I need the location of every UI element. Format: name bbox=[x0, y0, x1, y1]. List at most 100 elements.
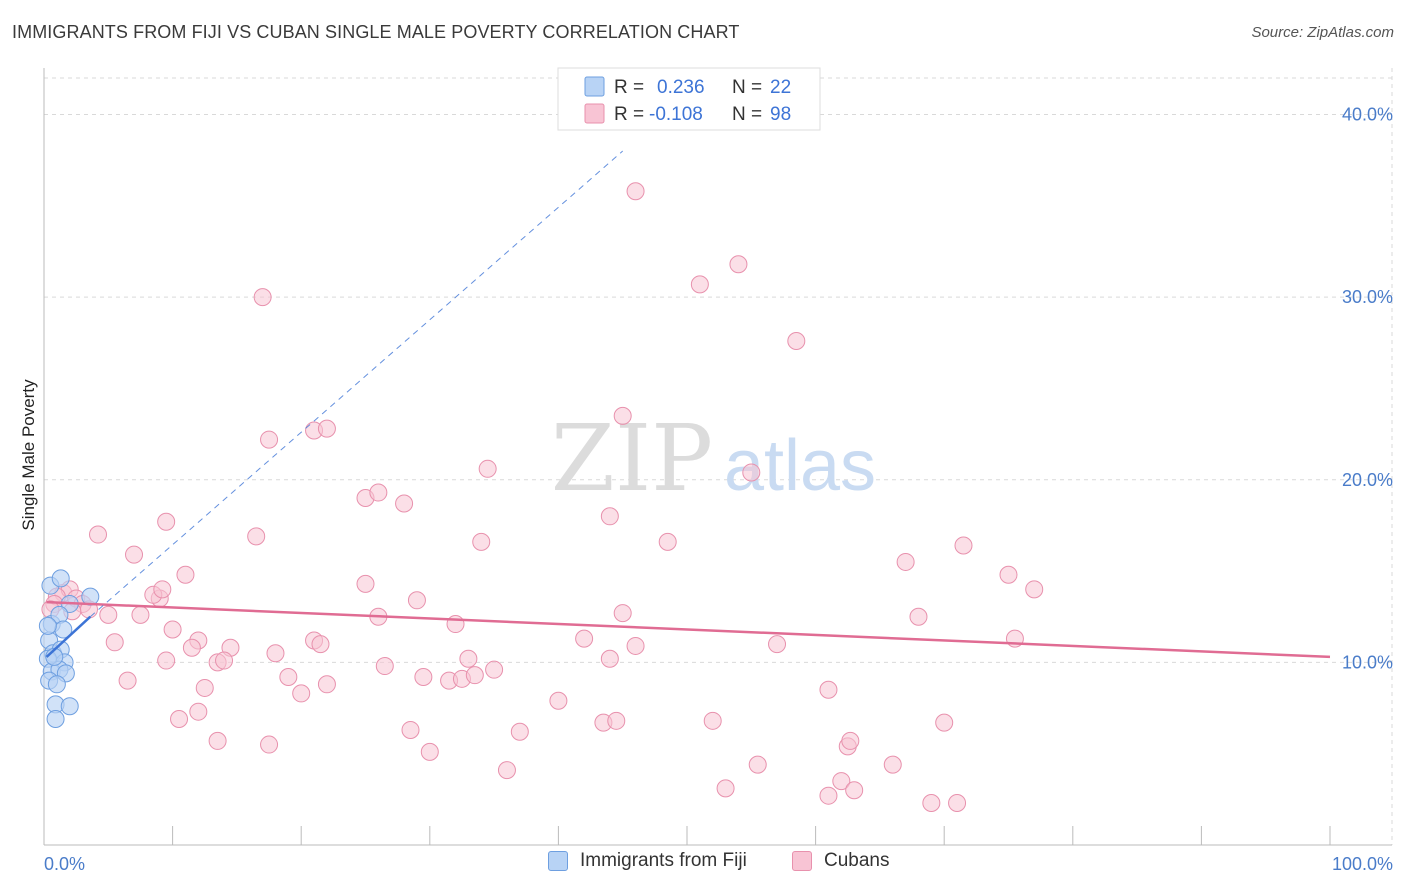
tick-labels: 10.0% 20.0% 30.0% 40.0% 0.0% 100.0% bbox=[44, 105, 1393, 874]
cuba-point-63 bbox=[600, 649, 619, 668]
chart-title: IMMIGRANTS FROM FIJI VS CUBAN SINGLE MAL… bbox=[12, 22, 740, 42]
legend-item-cubans[interactable]: Cubans bbox=[792, 850, 890, 872]
cuba-point-49 bbox=[311, 635, 330, 654]
cuba-point-35 bbox=[99, 605, 118, 624]
cuba-point-14 bbox=[600, 507, 619, 526]
cuba-point-54 bbox=[105, 633, 124, 652]
watermark-zip: ZIP bbox=[551, 405, 713, 512]
cuba-point-80 bbox=[607, 711, 626, 730]
fiji-point-1 bbox=[51, 569, 70, 588]
cuba-point-41 bbox=[613, 604, 632, 623]
y-tick-label-0: 10.0% bbox=[1342, 652, 1393, 672]
cuba-point-93 bbox=[845, 781, 864, 800]
cuba-point-90 bbox=[497, 761, 516, 780]
legend-cuba-r-value: -0.108 bbox=[649, 104, 703, 125]
legend-fiji-swatch bbox=[584, 76, 605, 97]
x-tick-label-0: 0.0% bbox=[44, 854, 85, 874]
cuba-point-95 bbox=[922, 793, 941, 812]
cuba-point-74 bbox=[819, 680, 838, 699]
cuba-point-88 bbox=[748, 755, 767, 774]
cuba-point-1 bbox=[729, 255, 748, 274]
cubans-points bbox=[41, 182, 1044, 812]
fiji-point-20 bbox=[38, 616, 57, 635]
cuba-point-77 bbox=[401, 720, 420, 739]
fiji-points bbox=[38, 569, 100, 728]
cuba-point-40 bbox=[407, 591, 426, 610]
cuba-point-91 bbox=[716, 779, 735, 798]
trend-lines bbox=[45, 150, 1331, 659]
legend-fiji-r-label: R = bbox=[614, 77, 644, 98]
cuba-point-7 bbox=[260, 430, 279, 449]
legend-cuba-r-label: R = bbox=[614, 104, 644, 125]
cuba-point-3 bbox=[253, 288, 272, 307]
cuba-point-75 bbox=[170, 709, 189, 728]
cuba-point-36 bbox=[131, 605, 150, 624]
legend-fiji-n-value: 22 bbox=[770, 77, 791, 98]
cuba-point-96 bbox=[948, 793, 967, 812]
cuba-point-20 bbox=[954, 536, 973, 555]
y-tick-label-2: 30.0% bbox=[1342, 287, 1393, 307]
cuba-point-89 bbox=[883, 755, 902, 774]
cuba-point-71 bbox=[465, 666, 484, 685]
cuba-point-51 bbox=[626, 636, 645, 655]
cuba-point-73 bbox=[549, 691, 568, 710]
legend-fiji-marker bbox=[548, 851, 568, 871]
cuba-point-66 bbox=[292, 684, 311, 703]
legend-fiji-n-label: N = bbox=[732, 77, 762, 98]
cuba-point-16 bbox=[89, 525, 108, 544]
legend-cuba-n-label: N = bbox=[732, 104, 762, 125]
cuba-point-2 bbox=[690, 275, 709, 294]
cuba-point-81 bbox=[703, 711, 722, 730]
axes bbox=[43, 68, 1392, 846]
cuba-point-44 bbox=[909, 607, 928, 626]
cuba-point-85 bbox=[420, 742, 439, 761]
cuba-point-26 bbox=[1025, 580, 1044, 599]
grid-lines bbox=[44, 68, 1393, 845]
x-tick-label-1: 100.0% bbox=[1332, 854, 1393, 874]
y-tick-label-1: 20.0% bbox=[1342, 470, 1393, 490]
cuba-point-83 bbox=[208, 731, 227, 750]
legend-cuba-swatch bbox=[584, 103, 605, 124]
cuba-point-19 bbox=[658, 532, 677, 551]
source-label: Source: ZipAtlas.com bbox=[1251, 24, 1394, 41]
legend-item-fiji[interactable]: Immigrants from Fiji bbox=[548, 850, 747, 872]
cuba-point-17 bbox=[247, 527, 266, 546]
fiji-trend-dashed bbox=[89, 150, 624, 618]
cuba-point-45 bbox=[163, 620, 182, 639]
cuba-point-12 bbox=[369, 483, 388, 502]
cuba-point-67 bbox=[317, 675, 336, 694]
cuba-point-52 bbox=[768, 635, 787, 654]
cuba-point-87 bbox=[841, 731, 860, 750]
cuba-point-61 bbox=[459, 649, 478, 668]
cuba-point-10 bbox=[742, 463, 761, 482]
cuba-point-23 bbox=[176, 565, 195, 584]
fiji-point-18 bbox=[60, 697, 79, 716]
cuba-point-5 bbox=[613, 406, 632, 425]
cuba-point-68 bbox=[414, 667, 433, 686]
legend-cuba-n-value: 98 bbox=[770, 104, 791, 125]
cuba-point-22 bbox=[125, 545, 144, 564]
cuba-point-59 bbox=[266, 644, 285, 663]
watermark: ZIP atlas bbox=[551, 405, 876, 512]
cuba-point-56 bbox=[157, 651, 176, 670]
cuba-point-4 bbox=[787, 331, 806, 350]
cuba-point-62 bbox=[485, 660, 504, 679]
fiji-point-16 bbox=[47, 675, 66, 694]
y-tick-label-3: 40.0% bbox=[1342, 105, 1393, 125]
cuba-trend-line bbox=[46, 600, 1331, 659]
cuba-point-9 bbox=[478, 459, 497, 478]
legend-cuba-label: Cubans bbox=[824, 850, 890, 871]
cuba-point-50 bbox=[575, 629, 594, 648]
cuba-point-21 bbox=[896, 552, 915, 571]
fiji-point-19 bbox=[46, 709, 65, 728]
cuba-point-60 bbox=[375, 657, 394, 676]
cuba-point-92 bbox=[832, 772, 851, 791]
cuba-point-13 bbox=[395, 494, 414, 513]
cuba-point-82 bbox=[935, 713, 954, 732]
cuba-point-18 bbox=[472, 532, 491, 551]
legend-fiji-r-value: 0.236 bbox=[657, 77, 705, 98]
y-axis-label: Single Male Poverty bbox=[19, 379, 38, 531]
cuba-point-0 bbox=[626, 182, 645, 201]
cuba-point-76 bbox=[189, 702, 208, 721]
cuba-point-65 bbox=[279, 667, 298, 686]
